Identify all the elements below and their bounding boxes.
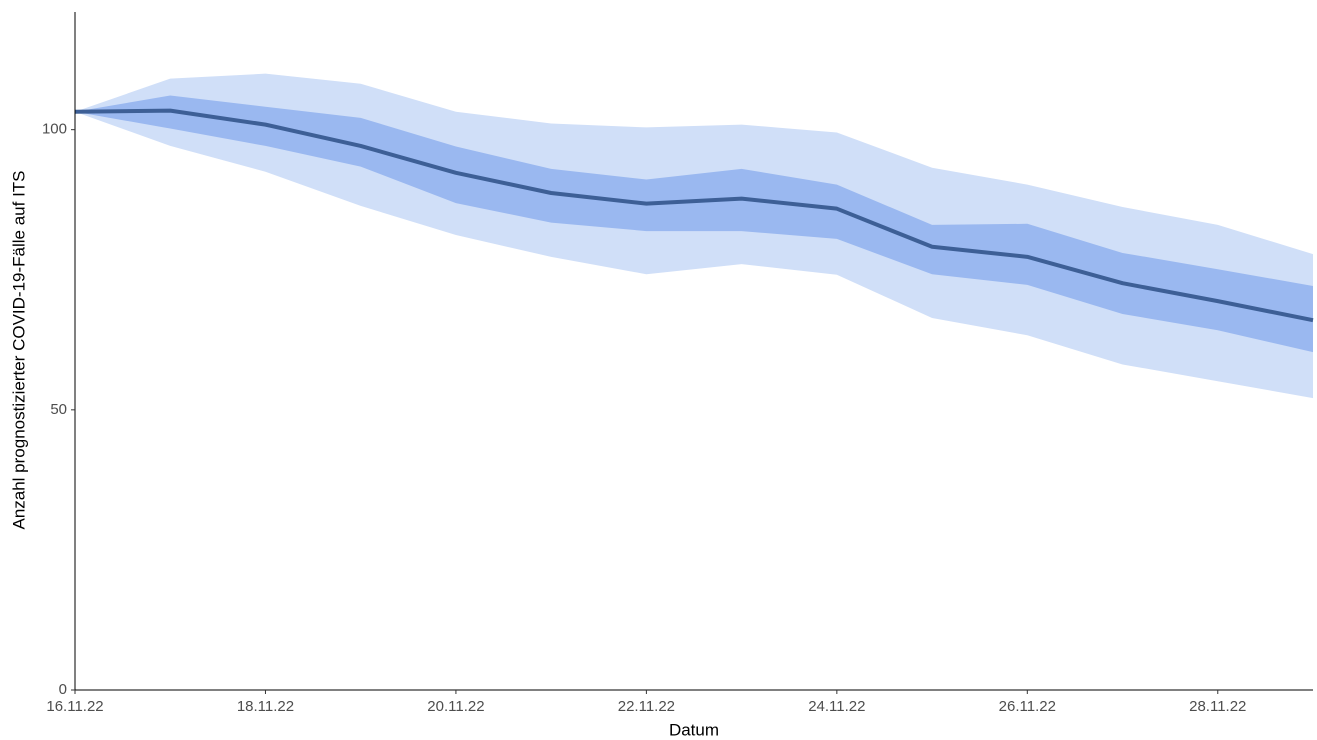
- y-tick-label: 0: [59, 681, 67, 698]
- y-tick-label: 100: [42, 121, 67, 138]
- y-axis-label: Anzahl prognostizierter COVID-19-Fälle a…: [9, 170, 28, 529]
- x-axis-label: Datum: [669, 720, 719, 739]
- x-tick-label: 28.11.22: [1189, 698, 1246, 715]
- x-tick-label: 22.11.22: [618, 698, 675, 715]
- line: [74, 108, 1314, 323]
- y-tick-label: 50: [50, 401, 67, 418]
- x-tick-label: 24.11.22: [808, 698, 865, 715]
- x-tick-label: 26.11.22: [999, 698, 1056, 715]
- band: [75, 95, 1313, 353]
- x-tick-label: 16.11.22: [46, 698, 103, 715]
- x-tick-label: 18.11.22: [237, 698, 294, 715]
- x-tick-label: 20.11.22: [427, 698, 484, 715]
